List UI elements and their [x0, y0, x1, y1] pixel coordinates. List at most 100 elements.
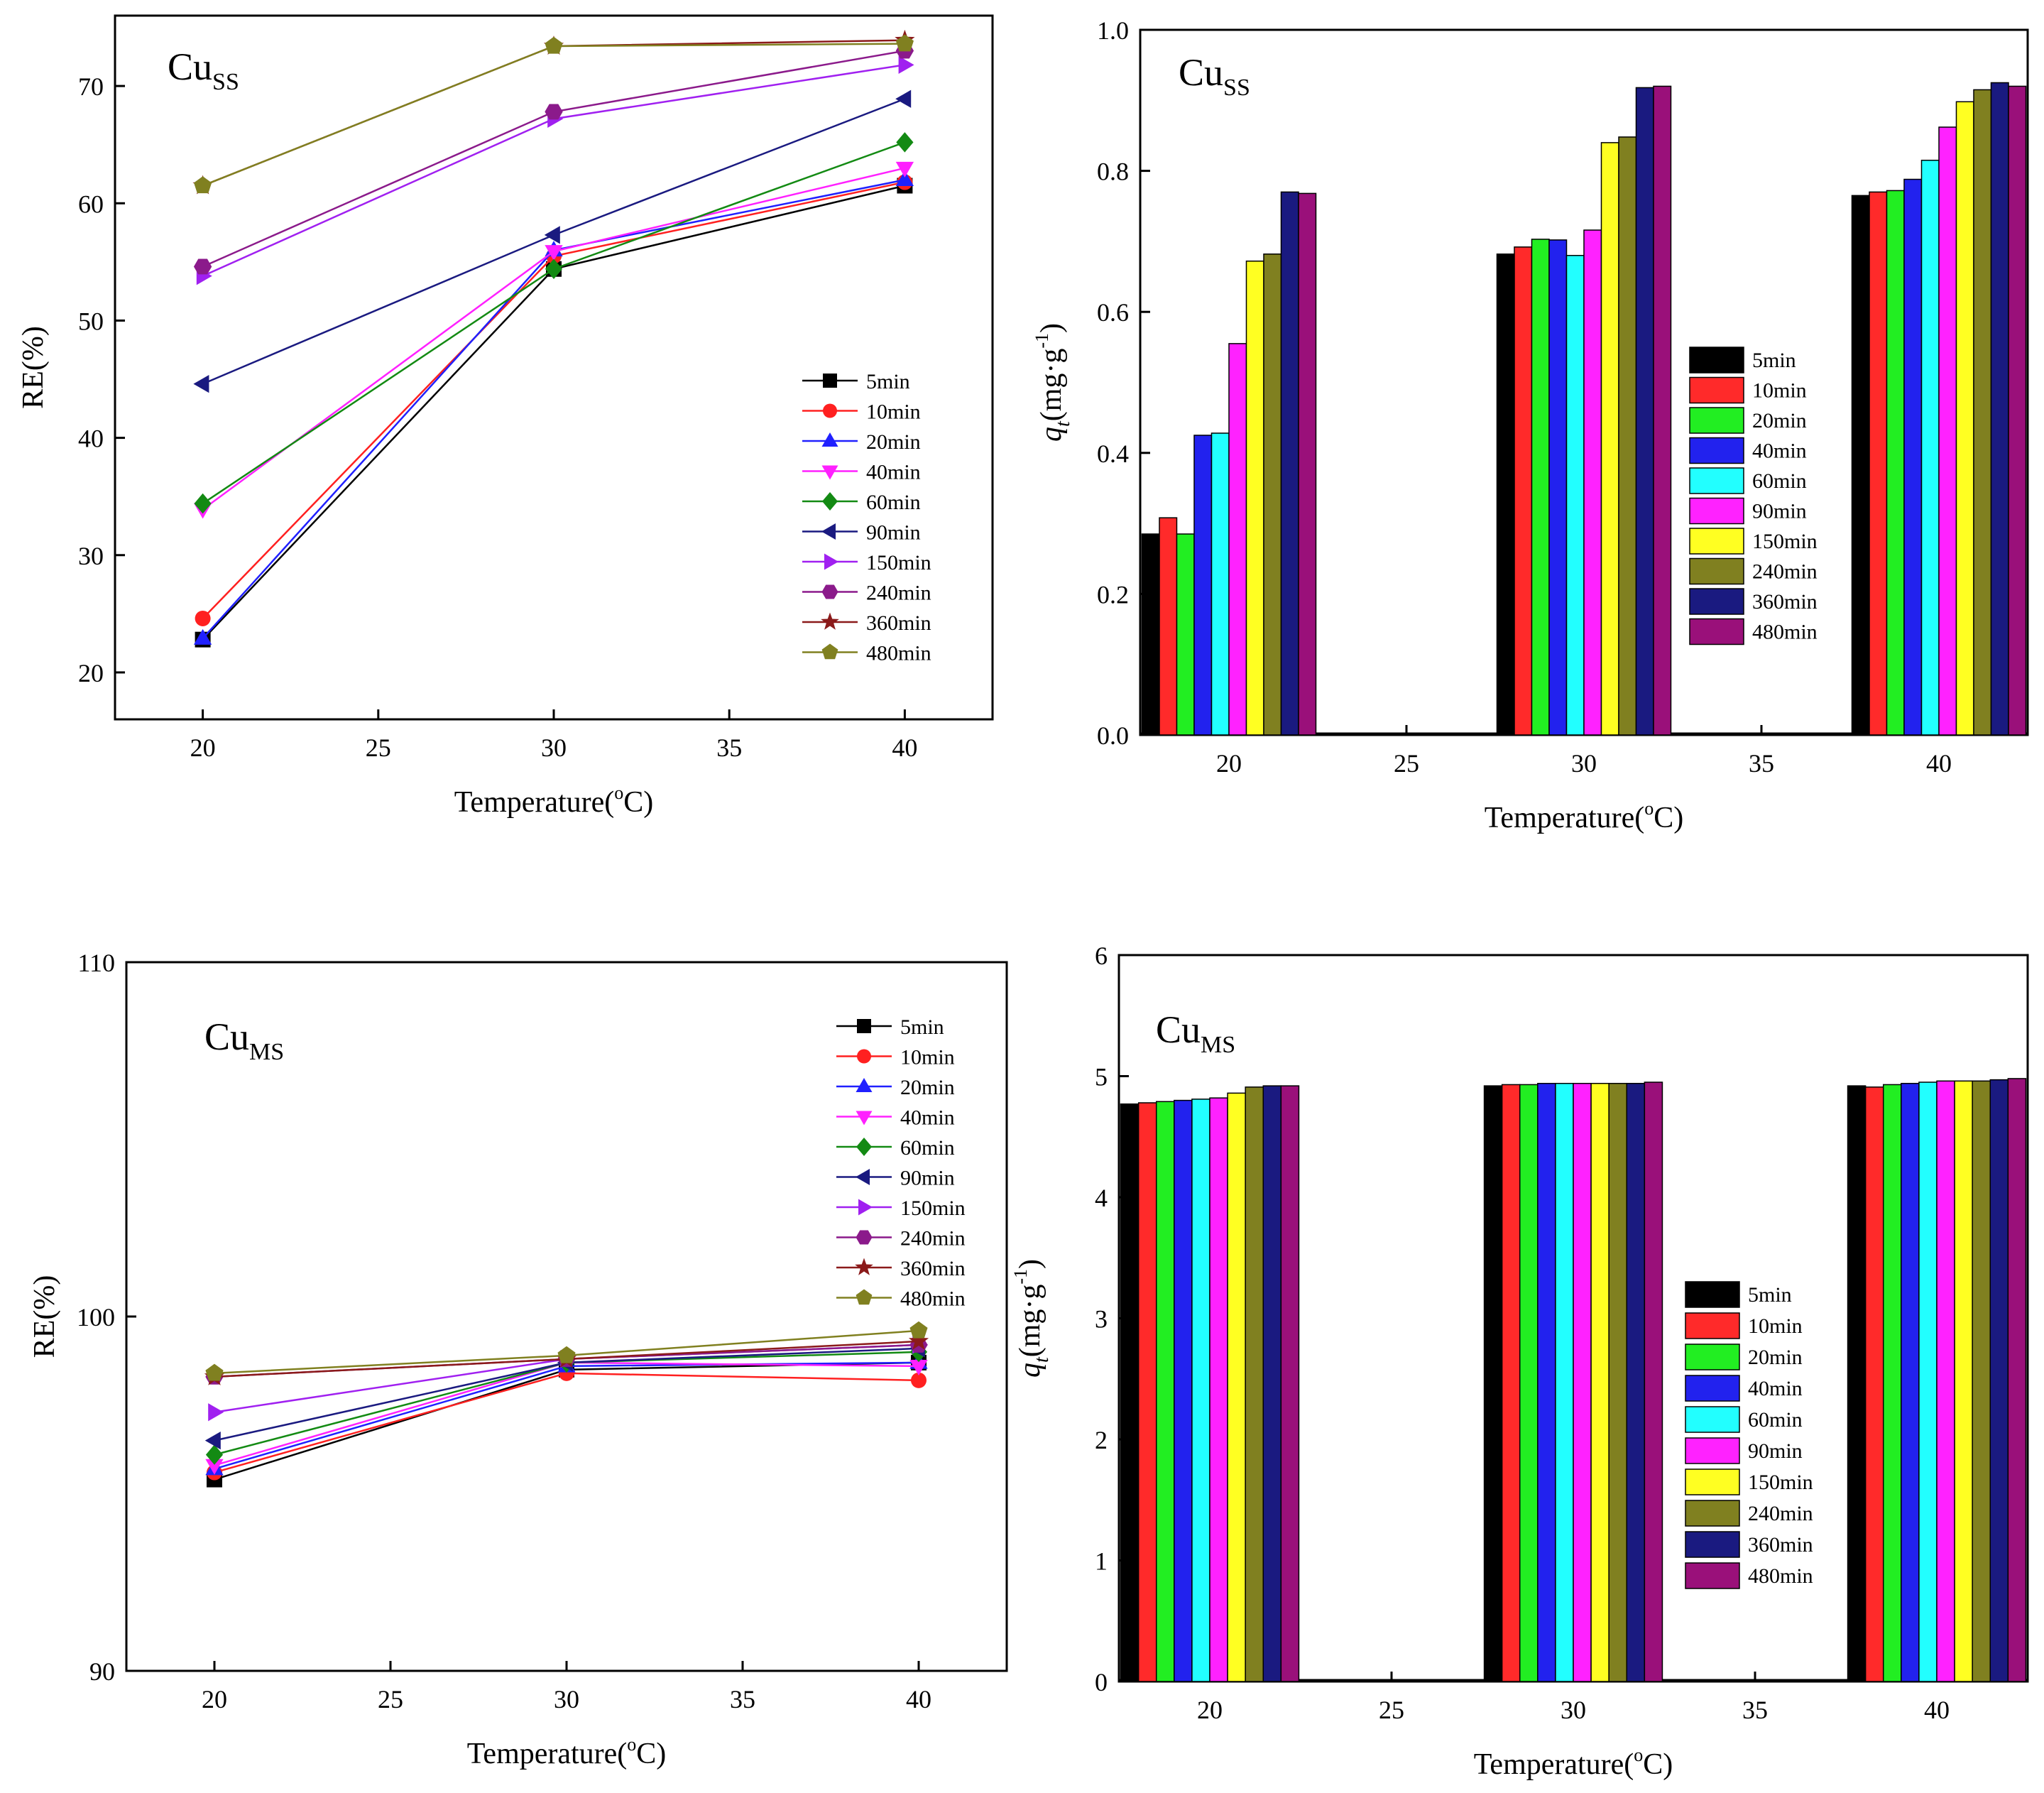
legend: 5min 10min 20min 40min 60min 90min 150min 240mi…	[802, 370, 931, 665]
legend-label: 60min	[1748, 1408, 1803, 1432]
legend-marker	[856, 1138, 872, 1156]
x-tick-label: 25	[1379, 1696, 1404, 1724]
x-tick-label: 40	[1924, 1696, 1950, 1724]
legend-label: 10min	[900, 1046, 955, 1069]
x-tick-label: 25	[378, 1685, 403, 1713]
chart-panel-bl: 20 25 30 35 40 90 100 110 Temperature(oC) RE(%) 5m…	[28, 949, 1008, 1770]
bar-480min-20	[1280, 1085, 1300, 1682]
y-axis-label-exp: -1	[1010, 1269, 1031, 1285]
x-axis-label-unit: C)	[636, 1738, 666, 1770]
y-tick-label: 5	[1095, 1063, 1108, 1091]
legend-swatch	[1685, 1531, 1740, 1558]
panel-title: CuMS	[1156, 1008, 1235, 1058]
panel-title-main: Cu	[204, 1015, 249, 1058]
legend-label: 150min	[866, 551, 931, 574]
bar-240min-40	[1973, 89, 1992, 736]
x-tick-label: 20	[190, 734, 216, 762]
legend-marker	[821, 432, 838, 447]
legend-label: 240min	[1748, 1502, 1813, 1525]
bar-480min-30	[1653, 85, 1672, 736]
legend-label: 60min	[1752, 469, 1807, 493]
x-tick-label: 35	[730, 1685, 755, 1713]
legend-marker	[856, 1230, 873, 1245]
bar-90min-40	[1938, 126, 1957, 736]
legend-marker	[821, 465, 838, 480]
legend-swatch	[1689, 467, 1744, 494]
y-axis-label-sub: t	[1052, 420, 1074, 427]
bar-240min-40	[1972, 1080, 1991, 1682]
x-tick-label: 20	[1216, 749, 1242, 778]
panel-title-main: Cu	[1179, 51, 1223, 94]
y-axis-label: RE(%)	[17, 326, 50, 409]
y-axis-label-close: )	[1035, 323, 1068, 333]
data-point	[205, 1444, 224, 1465]
x-axis-label: Temperature(oC)	[1485, 798, 1684, 834]
chart-panel-tr: 20 25 30 35 40 0.0 0.2 0.4 0.6 0.8 1.0 Temperature(…	[1032, 16, 2029, 834]
legend-label: 360min	[1752, 590, 1818, 614]
legend-label: 240min	[1752, 560, 1818, 584]
chart-panel-br: 20 25 30 35 40 0 1 2 3 4 5 6 Temperature(oC) qt(mg·g-…	[1010, 942, 2029, 1781]
bar-240min-30	[1618, 136, 1637, 736]
y-axis-label-exp: -1	[1032, 333, 1052, 349]
legend-marker	[821, 643, 838, 660]
legend-label: 10min	[866, 400, 921, 424]
legend-swatch	[1689, 528, 1744, 555]
legend-marker	[821, 523, 836, 540]
series-90min	[193, 89, 912, 393]
legend-marker	[823, 374, 837, 388]
chart-panel-tl: 20 25 30 35 40 20 30 40 50 60 70 Temperature(oC) RE(…	[17, 14, 994, 819]
data-point	[545, 104, 563, 120]
panel-title: CuSS	[1179, 51, 1250, 101]
legend-label: 5min	[900, 1015, 944, 1039]
y-axis-label: qt(mg·g-1)	[1032, 323, 1074, 442]
legend-marker	[857, 1049, 871, 1064]
y-tick-label: 30	[78, 542, 104, 570]
data-point	[204, 1432, 221, 1450]
y-tick-label: 0.0	[1097, 721, 1129, 750]
bar-40min-20	[1174, 1099, 1193, 1682]
y-tick-label: 6	[1095, 942, 1108, 970]
legend-label: 480min	[866, 642, 931, 665]
legend-label: 150min	[900, 1197, 966, 1220]
y-tick-label: 0.4	[1097, 440, 1129, 468]
y-tick-label: 0.2	[1097, 580, 1129, 609]
legend-label: 5min	[1748, 1283, 1792, 1307]
legend-label: 90min	[900, 1167, 955, 1190]
legend-label: 10min	[1748, 1314, 1803, 1338]
bar-40min-30	[1537, 1082, 1556, 1682]
bar-480min-20	[1298, 192, 1317, 736]
data-point	[557, 1346, 576, 1363]
y-axis-label-close: )	[1014, 1259, 1046, 1269]
x-axis-label-degree: o	[627, 1734, 636, 1755]
data-point	[193, 374, 209, 393]
y-tick-label: 3	[1095, 1305, 1108, 1334]
panel-title-main: Cu	[168, 45, 212, 88]
bar-90min-40	[1936, 1080, 1955, 1682]
data-point	[193, 628, 212, 645]
x-axis-label: Temperature(oC)	[467, 1734, 667, 1770]
x-tick-label: 40	[1926, 749, 1952, 778]
y-tick-label: 60	[78, 190, 104, 218]
bar-150min-20	[1245, 260, 1264, 736]
legend-label: 5min	[1752, 349, 1796, 372]
legend: 5min 10min 20min 40min 60min 90min 150min 240mi…	[1685, 1281, 1813, 1589]
legend-swatch	[1685, 1562, 1740, 1589]
bar-150min-30	[1600, 142, 1619, 736]
y-axis-label-sub: t	[1031, 1356, 1053, 1363]
series-480min	[205, 1321, 928, 1381]
x-axis-label-degree: o	[1644, 798, 1654, 819]
y-tick-label: 70	[78, 72, 104, 101]
data-point	[895, 89, 912, 108]
data-point	[908, 1331, 929, 1350]
data-point	[896, 132, 914, 153]
legend-swatch	[1689, 618, 1744, 645]
y-tick-label: 4	[1095, 1184, 1108, 1212]
x-axis-label-text: Temperature(	[1485, 802, 1645, 834]
data-point	[193, 258, 212, 275]
x-tick-label: 20	[202, 1685, 227, 1713]
bar-5min-20	[1141, 533, 1160, 736]
y-tick-label: 20	[78, 659, 104, 687]
legend-marker	[856, 1289, 873, 1305]
legend-label: 360min	[866, 611, 931, 635]
bar-150min-40	[1954, 1080, 1973, 1682]
